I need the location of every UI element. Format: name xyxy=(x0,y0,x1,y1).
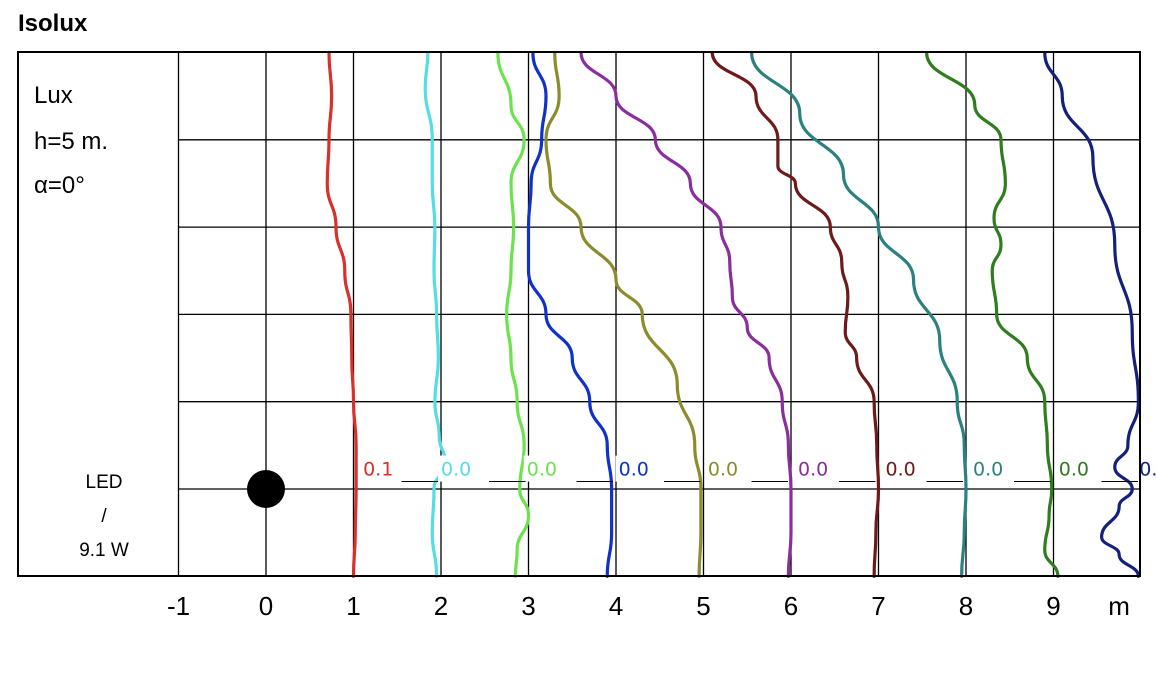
x-tick-label: 7 xyxy=(871,591,885,621)
x-tick-label: -1 xyxy=(167,591,190,621)
curve-label-8: 0.0 xyxy=(973,459,1003,481)
x-axis: -1 0 1 2 3 4 5 6 7 8 9 m xyxy=(167,591,1130,621)
x-axis-unit: m xyxy=(1108,591,1130,621)
curve-label-bg xyxy=(523,455,568,482)
luminaire-separator-label: / xyxy=(101,506,107,527)
tilt-angle-label: α=0° xyxy=(34,172,85,199)
chart-title: Isolux xyxy=(18,10,88,37)
curve-label-5: 0.0 xyxy=(708,459,738,481)
x-tick-label: 6 xyxy=(784,591,798,621)
curve-label-bg xyxy=(615,455,660,482)
isolux-curve-1 xyxy=(325,50,358,578)
luminaire-marker xyxy=(247,470,285,508)
x-tick-label: 5 xyxy=(696,591,710,621)
unit-label: Lux xyxy=(34,82,73,109)
curve-label-7: 0.0 xyxy=(886,459,916,481)
x-tick-label: 4 xyxy=(609,591,623,621)
isolux-curve-5 xyxy=(544,50,703,578)
isolux-curve-9 xyxy=(925,50,1060,578)
x-tick-label: 8 xyxy=(959,591,973,621)
luminaire-power-label: 9.1 W xyxy=(79,540,129,561)
isolux-curves xyxy=(325,50,1140,578)
isolux-curve-8 xyxy=(750,50,968,578)
isolux-curve-2 xyxy=(423,50,447,578)
curve-label-bg xyxy=(970,455,1014,482)
curve-label-10: 0.0 xyxy=(1139,459,1156,481)
isolux-curve-6 xyxy=(579,50,793,578)
curve-label-bg xyxy=(1055,455,1100,482)
isolux-curve-3 xyxy=(496,50,531,578)
isolux-curve-10 xyxy=(1043,50,1140,578)
isolux-curve-4 xyxy=(526,50,614,578)
mounting-height-label: h=5 m. xyxy=(34,128,109,155)
x-tick-label: 3 xyxy=(521,591,535,621)
x-tick-label: 2 xyxy=(434,591,448,621)
curve-label-4: 0.0 xyxy=(619,459,649,481)
luminaire-type-label: LED xyxy=(85,472,123,493)
curve-label-2: 0.0 xyxy=(441,459,471,481)
x-tick-label: 1 xyxy=(346,591,360,621)
curve-label-1: 0.1 xyxy=(363,459,393,481)
curve-label-6: 0.0 xyxy=(798,459,828,481)
plot-frame xyxy=(17,51,1141,577)
curve-label-9: 0.0 xyxy=(1059,459,1089,481)
curve-label-3: 0.0 xyxy=(527,459,557,481)
x-tick-label: 0 xyxy=(259,591,273,621)
curve-label-bg xyxy=(795,455,839,482)
curve-label-bg xyxy=(1136,455,1138,482)
curve-label-bg xyxy=(360,455,405,482)
grid-lines xyxy=(177,52,1140,576)
curve-labels: 0.1 0.0 0.0 0.0 0.0 0.0 0.0 0.0 0.0 0.0 xyxy=(360,455,1156,483)
curve-label-bg xyxy=(882,455,927,482)
curve-label-bg xyxy=(438,455,482,482)
x-tick-label: 9 xyxy=(1046,591,1060,621)
curve-label-bg xyxy=(704,455,749,482)
isolux-curve-7 xyxy=(710,50,881,578)
